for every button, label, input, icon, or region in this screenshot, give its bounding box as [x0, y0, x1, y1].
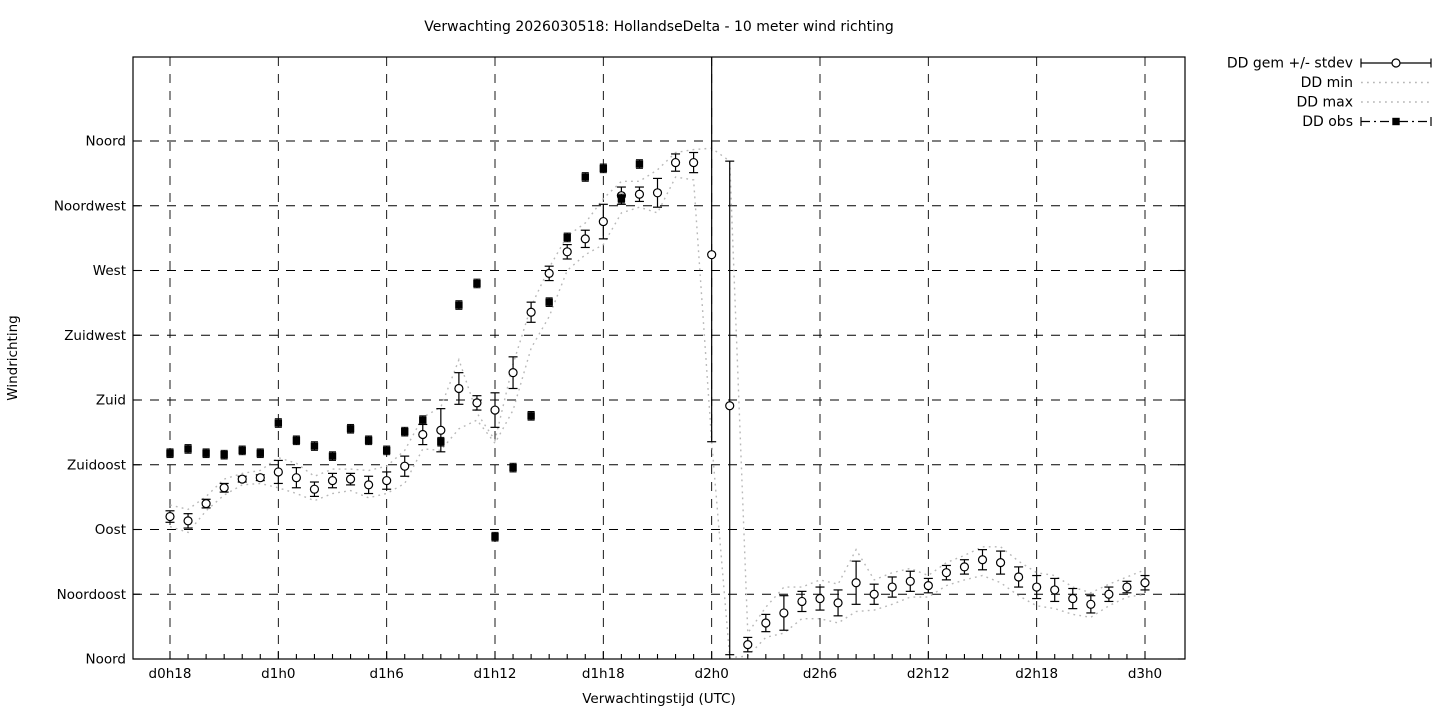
y-tick-label: Noord [86, 134, 127, 150]
y-tick-label: West [93, 263, 126, 279]
series-dd-obs [166, 159, 644, 542]
x-tick-label: d3h0 [1128, 666, 1162, 682]
plot-border-and-ticks [132, 56, 1186, 660]
y-tick-labels: Noord Noordwest West Zuidwest Zuid Zuidoost Oo… [54, 134, 126, 668]
legend-entry-dd-min: DD min [1301, 75, 1431, 91]
legend-label-dd-obs: DD obs [1302, 114, 1353, 130]
legend-label-dd-gem: DD gem +/- stdev [1227, 56, 1353, 72]
y-tick-label: Zuidoost [67, 457, 126, 473]
y-tick-label: Noordwest [54, 198, 126, 214]
x-tick-label: d0h18 [149, 666, 192, 682]
legend-entry-dd-max: DD max [1296, 95, 1431, 111]
x-tick-label: d1h12 [474, 666, 517, 682]
legend: DD gem +/- stdev DD min DD max DD obs [1227, 56, 1432, 130]
series-dd-min [169, 176, 1146, 659]
y-axis-label: Windrichting [5, 315, 21, 400]
x-tick-label: d2h6 [803, 666, 837, 682]
x-tick-labels: d0h18 d1h0 d1h6 d1h12 d1h18 d2h0 d2h6 d2h12 d2h1… [149, 666, 1163, 682]
y-tick-label: Zuidwest [64, 328, 126, 344]
x-tick-label: d2h18 [1015, 666, 1058, 682]
grid-lines [133, 57, 1185, 659]
x-axis-label: Verwachtingstijd (UTC) [582, 691, 736, 707]
x-tick-label: d1h0 [261, 666, 295, 682]
x-tick-label: d2h0 [695, 666, 729, 682]
x-tick-label: d2h12 [907, 666, 950, 682]
legend-entry-dd-obs: DD obs [1302, 114, 1432, 130]
legend-label-dd-min: DD min [1301, 75, 1353, 91]
x-tick-label: d1h18 [582, 666, 625, 682]
legend-label-dd-max: DD max [1296, 95, 1353, 111]
y-tick-label: Noordoost [57, 587, 126, 603]
x-tick-label: d1h6 [370, 666, 404, 682]
chart-title: Verwachting 2026030518: HollandseDelta -… [424, 19, 893, 35]
y-tick-label: Noord [86, 652, 127, 668]
y-tick-label: Oost [95, 522, 126, 538]
legend-entry-dd-gem: DD gem +/- stdev [1227, 56, 1432, 72]
y-tick-label: Zuid [96, 393, 126, 409]
